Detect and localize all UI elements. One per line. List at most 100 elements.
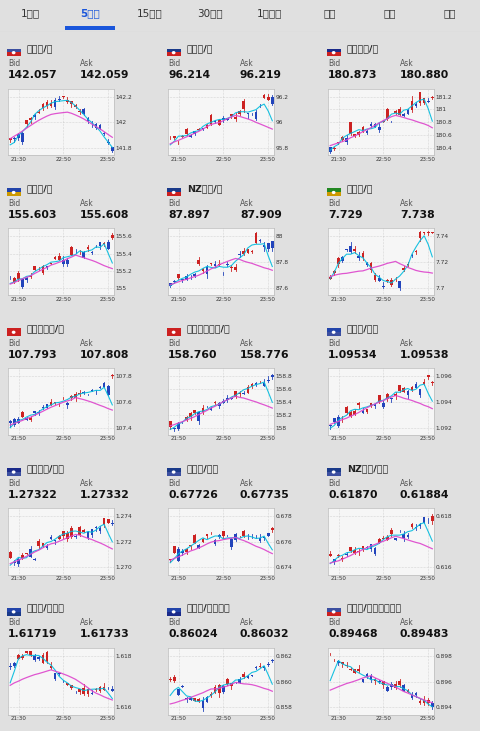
Bar <box>358 404 360 406</box>
Text: 1.61733: 1.61733 <box>80 629 130 640</box>
Bar <box>222 401 225 403</box>
Bar <box>25 278 28 280</box>
Bar <box>17 419 20 423</box>
Bar <box>341 558 344 559</box>
Bar <box>29 276 32 277</box>
Bar <box>382 121 384 122</box>
Bar <box>361 127 364 132</box>
Bar <box>9 138 12 140</box>
Bar <box>37 656 40 659</box>
Bar <box>21 279 24 287</box>
Bar <box>95 527 97 528</box>
Bar <box>402 268 405 270</box>
Text: 1.61719: 1.61719 <box>8 629 58 640</box>
Bar <box>103 686 106 689</box>
Bar <box>107 242 109 249</box>
Bar <box>366 263 368 265</box>
Text: 1.09538: 1.09538 <box>400 349 449 360</box>
Text: Bid: Bid <box>8 618 21 627</box>
Text: 30分足: 30分足 <box>197 9 223 18</box>
Bar <box>9 421 12 423</box>
Bar <box>337 555 340 556</box>
Text: Bid: Bid <box>328 59 340 68</box>
Bar <box>177 274 180 278</box>
Bar <box>222 686 225 692</box>
Bar <box>386 279 389 281</box>
Bar <box>66 403 69 406</box>
Bar <box>251 384 253 386</box>
Bar <box>218 264 220 265</box>
Text: ランド/円: ランド/円 <box>347 184 373 193</box>
Bar <box>247 249 249 253</box>
Bar <box>7 49 21 53</box>
Text: 142.059: 142.059 <box>80 70 130 80</box>
Text: Bid: Bid <box>8 199 21 208</box>
Bar <box>382 681 384 685</box>
Bar <box>402 114 405 115</box>
Bar <box>326 49 341 53</box>
Bar <box>70 395 73 398</box>
Bar <box>37 412 40 413</box>
Text: 158.760: 158.760 <box>168 349 217 360</box>
Text: 158.776: 158.776 <box>240 349 289 360</box>
Bar <box>407 264 409 265</box>
Bar <box>29 118 32 120</box>
Text: Bid: Bid <box>168 59 180 68</box>
Bar <box>189 135 192 137</box>
Bar <box>218 121 220 124</box>
Bar <box>390 280 393 285</box>
Text: Ask: Ask <box>240 199 254 208</box>
Bar <box>366 131 368 133</box>
Text: Ask: Ask <box>240 479 254 488</box>
Bar <box>345 664 348 666</box>
Bar <box>46 404 48 408</box>
Bar <box>99 528 101 531</box>
Bar <box>326 189 341 192</box>
Bar <box>333 270 336 273</box>
Bar <box>390 684 393 687</box>
Bar <box>361 253 364 257</box>
Bar <box>326 53 341 56</box>
Bar <box>349 669 352 670</box>
Bar <box>197 129 200 130</box>
Text: Bid: Bid <box>8 339 21 348</box>
Bar <box>7 189 21 192</box>
Bar <box>177 689 180 694</box>
Bar <box>423 382 425 384</box>
Bar <box>193 535 196 542</box>
Bar <box>107 520 109 523</box>
Bar <box>205 125 208 127</box>
Circle shape <box>12 330 15 334</box>
Bar <box>410 694 413 697</box>
Circle shape <box>172 471 176 474</box>
Bar <box>66 100 69 102</box>
Text: 0.67735: 0.67735 <box>240 490 290 499</box>
Bar <box>326 612 341 616</box>
Bar <box>193 409 196 413</box>
Bar <box>419 232 421 238</box>
Bar <box>13 562 15 563</box>
Bar <box>210 694 212 697</box>
Bar <box>103 243 106 244</box>
Bar <box>358 256 360 258</box>
Bar <box>423 700 425 703</box>
Text: Ask: Ask <box>240 618 254 627</box>
Bar <box>58 405 60 406</box>
Bar <box>169 679 171 681</box>
Circle shape <box>172 51 176 54</box>
Text: 英ポンド/ドル: 英ポンド/ドル <box>27 464 65 473</box>
Bar <box>95 124 97 128</box>
Circle shape <box>332 610 336 613</box>
Bar <box>267 96 270 100</box>
Bar <box>42 266 44 273</box>
Bar <box>353 550 356 553</box>
Bar <box>167 612 180 616</box>
Text: Ask: Ask <box>80 339 94 348</box>
Bar <box>54 99 57 107</box>
Bar <box>214 687 216 693</box>
Bar <box>415 385 417 387</box>
Bar <box>185 549 188 553</box>
Bar <box>407 390 409 395</box>
Bar <box>271 241 274 249</box>
Bar <box>25 120 28 124</box>
